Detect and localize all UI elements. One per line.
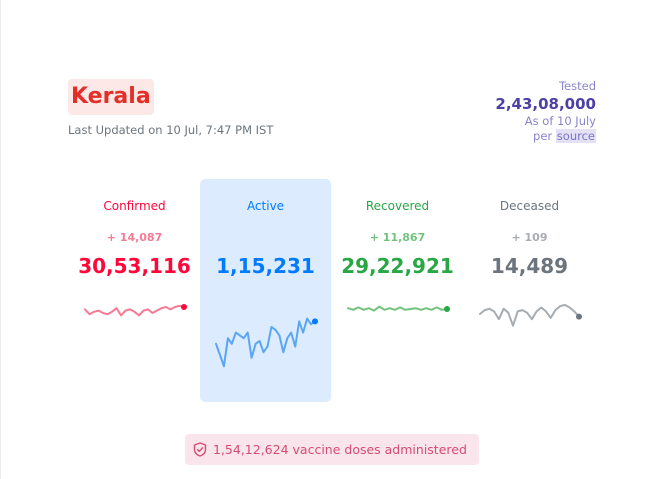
confirmed-trend-line <box>84 304 185 317</box>
frame-edge <box>0 0 1 479</box>
tested-source-line: per source <box>495 129 596 144</box>
recovered-value: 29,22,921 <box>341 254 454 278</box>
recovered-trend-dot <box>444 306 450 312</box>
active-trend-line <box>215 317 316 368</box>
deceased-delta: + 109 <box>511 231 548 244</box>
confirmed-sparkline <box>84 304 187 317</box>
source-link[interactable]: source <box>555 129 596 143</box>
tested-as-of: As of 10 July <box>524 114 596 128</box>
shield-check-icon <box>193 442 207 457</box>
tested-value: 2,43,08,000 <box>495 95 596 113</box>
last-updated: Last Updated on 10 Jul, 7:47 PM IST <box>68 123 274 137</box>
deceased-sparkline <box>479 303 582 327</box>
deceased-trend-dot <box>576 313 582 320</box>
active-value: 1,15,231 <box>216 254 315 278</box>
card-active[interactable]: Active 1,15,231 <box>200 179 331 402</box>
deceased-value: 14,489 <box>490 254 569 278</box>
vaccine-doses-text: 1,54,12,624 vaccine doses administered <box>213 442 467 457</box>
active-label: Active <box>246 199 285 213</box>
confirmed-label: Confirmed <box>103 199 166 213</box>
vaccine-doses-badge: 1,54,12,624 vaccine doses administered <box>185 434 479 465</box>
recovered-delta: + 11,867 <box>369 231 426 244</box>
confirmed-value: 30,53,116 <box>78 254 191 278</box>
active-trend-dot <box>312 318 318 325</box>
card-recovered[interactable]: Recovered + 11,867 29,22,921 <box>332 179 463 402</box>
per-text: per <box>533 129 553 143</box>
card-confirmed[interactable]: Confirmed + 14,087 30,53,116 <box>69 179 200 402</box>
recovered-label: Recovered <box>365 199 430 213</box>
confirmed-trend-dot <box>181 304 187 310</box>
recovered-trend-line <box>347 305 448 312</box>
tested-label: Tested <box>558 79 596 93</box>
deceased-trend-line <box>479 303 580 327</box>
deceased-label: Deceased <box>499 199 560 213</box>
recovered-sparkline <box>347 305 450 312</box>
card-deceased[interactable]: Deceased + 109 14,489 <box>464 179 595 402</box>
state-name: Kerala <box>68 79 154 115</box>
tested-summary: Tested 2,43,08,000 As of 10 July per sou… <box>495 79 596 144</box>
active-sparkline <box>215 317 318 368</box>
confirmed-delta: + 14,087 <box>106 231 163 244</box>
